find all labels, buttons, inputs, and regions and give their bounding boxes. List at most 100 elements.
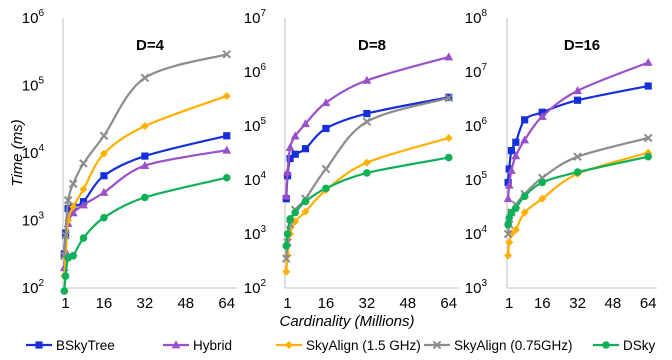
data-point bbox=[80, 234, 88, 242]
y-tick-exponent: 4 bbox=[260, 170, 266, 181]
legend-label: DSky bbox=[623, 338, 656, 353]
y-tick-base: 10 bbox=[22, 280, 39, 297]
x-tick-label: 1 bbox=[61, 295, 69, 312]
y-axis-label: Time (ms) bbox=[9, 119, 26, 186]
y-tick-base: 10 bbox=[465, 10, 482, 27]
data-point bbox=[223, 174, 231, 182]
x-tick-label: 48 bbox=[605, 295, 622, 312]
panel-title: D=4 bbox=[136, 37, 165, 54]
y-tick-exponent: 5 bbox=[481, 170, 487, 181]
y-tick-exponent: 7 bbox=[481, 62, 487, 73]
data-point bbox=[504, 251, 512, 259]
y-tick-label: 106 bbox=[465, 116, 488, 135]
y-tick-label: 107 bbox=[244, 8, 267, 27]
y-tick-exponent: 2 bbox=[38, 278, 44, 289]
series-bskytree bbox=[283, 94, 453, 203]
data-point bbox=[302, 198, 310, 206]
y-tick-exponent: 6 bbox=[481, 116, 487, 127]
data-point bbox=[141, 74, 148, 81]
x-tick-label: 1 bbox=[505, 295, 513, 312]
y-tick-label: 103 bbox=[22, 211, 45, 230]
y-tick-exponent: 4 bbox=[481, 224, 487, 235]
x-tick-label: 32 bbox=[137, 295, 154, 312]
legend-item-bskytree: BSkyTree bbox=[26, 338, 115, 353]
y-tick-exponent: 8 bbox=[481, 8, 487, 19]
data-point bbox=[504, 221, 512, 229]
data-point bbox=[223, 92, 231, 100]
y-tick-exponent: 3 bbox=[260, 224, 266, 235]
y-tick-label: 105 bbox=[22, 76, 45, 95]
data-point bbox=[141, 122, 149, 130]
series-skyalign-0-75ghz bbox=[505, 134, 652, 237]
y-tick-base: 10 bbox=[244, 226, 261, 243]
y-tick-exponent: 4 bbox=[38, 143, 44, 154]
y-tick-base: 10 bbox=[465, 118, 482, 135]
data-point bbox=[222, 146, 231, 154]
y-tick-base: 10 bbox=[22, 10, 39, 27]
data-point bbox=[302, 145, 309, 152]
legend-marker bbox=[602, 341, 610, 349]
x-tick-label: 16 bbox=[96, 295, 113, 312]
y-tick-label: 107 bbox=[465, 62, 488, 81]
x-tick-label: 48 bbox=[177, 295, 194, 312]
y-tick-exponent: 3 bbox=[481, 278, 487, 289]
series-line bbox=[508, 138, 648, 234]
legend: BSkyTree Hybrid SkyAlign (1.5 GHz) SkyAlign… bbox=[26, 338, 656, 353]
data-point bbox=[363, 159, 371, 167]
data-point bbox=[645, 82, 652, 89]
y-tick-label: 103 bbox=[465, 278, 488, 297]
legend-item-hybrid: Hybrid bbox=[163, 338, 232, 353]
series-hybrid bbox=[504, 58, 653, 202]
y-tick-exponent: 7 bbox=[260, 8, 266, 19]
y-tick-label: 103 bbox=[244, 224, 267, 243]
series-line bbox=[286, 138, 448, 272]
data-point bbox=[100, 214, 108, 222]
legend-item-skyalign-1-5-ghz: SkyAlign (1.5 GHz) bbox=[276, 338, 421, 353]
data-point bbox=[363, 110, 370, 117]
legend-marker bbox=[35, 341, 42, 348]
panel-title: D=8 bbox=[358, 37, 386, 54]
x-tick-label: 64 bbox=[640, 295, 657, 312]
y-tick-base: 10 bbox=[22, 78, 39, 95]
data-point bbox=[291, 209, 299, 217]
legend-item-dsky: DSky bbox=[593, 338, 656, 353]
y-tick-base: 10 bbox=[244, 10, 261, 27]
data-point bbox=[100, 172, 107, 179]
y-tick-exponent: 6 bbox=[38, 8, 44, 19]
data-point bbox=[282, 268, 290, 276]
data-point bbox=[282, 242, 290, 250]
x-tick-label: 48 bbox=[399, 295, 416, 312]
series-dsky bbox=[282, 154, 452, 250]
data-point bbox=[521, 116, 528, 123]
data-point bbox=[512, 139, 519, 146]
y-tick-label: 106 bbox=[244, 62, 267, 81]
data-point bbox=[60, 287, 68, 295]
data-point bbox=[574, 97, 581, 104]
legend-item-skyalign-0-75ghz: SkyAlign (0.75GHz) bbox=[424, 338, 573, 353]
series-line bbox=[508, 157, 648, 225]
y-tick-base: 10 bbox=[465, 280, 482, 297]
data-point bbox=[322, 165, 329, 172]
data-point bbox=[574, 168, 582, 176]
y-tick-label: 104 bbox=[244, 170, 267, 189]
legend-label: SkyAlign (0.75GHz) bbox=[454, 338, 573, 353]
series-skyalign-1-5-ghz bbox=[60, 92, 230, 280]
y-tick-base: 10 bbox=[465, 226, 482, 243]
x-tick-label: 64 bbox=[440, 295, 457, 312]
y-tick-label: 105 bbox=[244, 116, 267, 135]
y-tick-exponent: 6 bbox=[260, 62, 266, 73]
data-point bbox=[223, 132, 230, 139]
data-point bbox=[521, 192, 529, 200]
x-tick-label: 64 bbox=[218, 295, 235, 312]
data-point bbox=[322, 125, 329, 132]
x-tick-label: 16 bbox=[534, 295, 551, 312]
legend-label: BSkyTree bbox=[56, 338, 115, 353]
data-point bbox=[286, 215, 294, 223]
x-tick-label: 32 bbox=[569, 295, 586, 312]
data-point bbox=[286, 143, 295, 151]
data-point bbox=[62, 272, 70, 280]
